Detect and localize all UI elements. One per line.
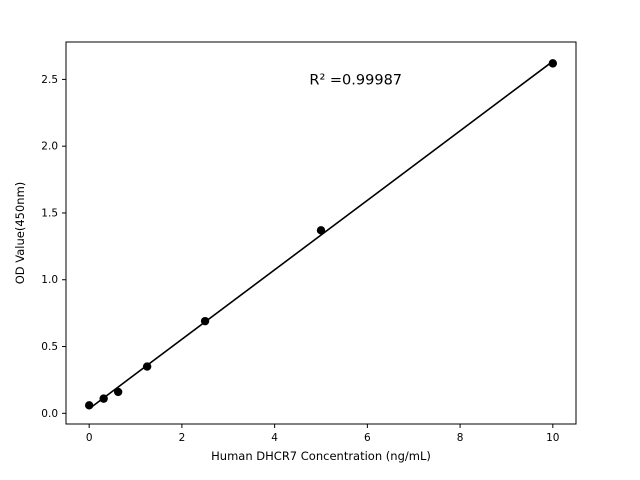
- y-tick-label: 1.0: [41, 274, 58, 286]
- y-tick-label: 2.5: [41, 74, 58, 86]
- data-point: [142, 362, 152, 371]
- data-point: [99, 394, 108, 403]
- fit-line: [88, 60, 554, 410]
- data-point: [548, 59, 558, 68]
- x-tick-label: 2: [179, 432, 186, 444]
- y-tick-label: 1.5: [41, 207, 58, 219]
- x-tick-label: 6: [364, 432, 371, 444]
- y-axis-label: OD Value(450nm): [13, 182, 27, 285]
- x-axis-label: Human DHCR7 Concentration (ng/mL): [211, 449, 431, 463]
- data-point: [200, 316, 210, 326]
- x-tick-label: 4: [271, 432, 278, 444]
- y-tick-label: 0.0: [41, 408, 58, 420]
- data-point: [113, 387, 123, 397]
- data-point: [316, 226, 326, 235]
- x-tick-label: 8: [457, 432, 464, 444]
- r-squared-annotation: R² =0.99987: [309, 73, 402, 89]
- y-tick-label: 2.0: [41, 141, 58, 153]
- x-tick-label: 0: [86, 432, 93, 444]
- x-tick-label: 10: [546, 432, 559, 444]
- y-tick-label: 0.5: [41, 341, 58, 353]
- data-point: [84, 401, 94, 410]
